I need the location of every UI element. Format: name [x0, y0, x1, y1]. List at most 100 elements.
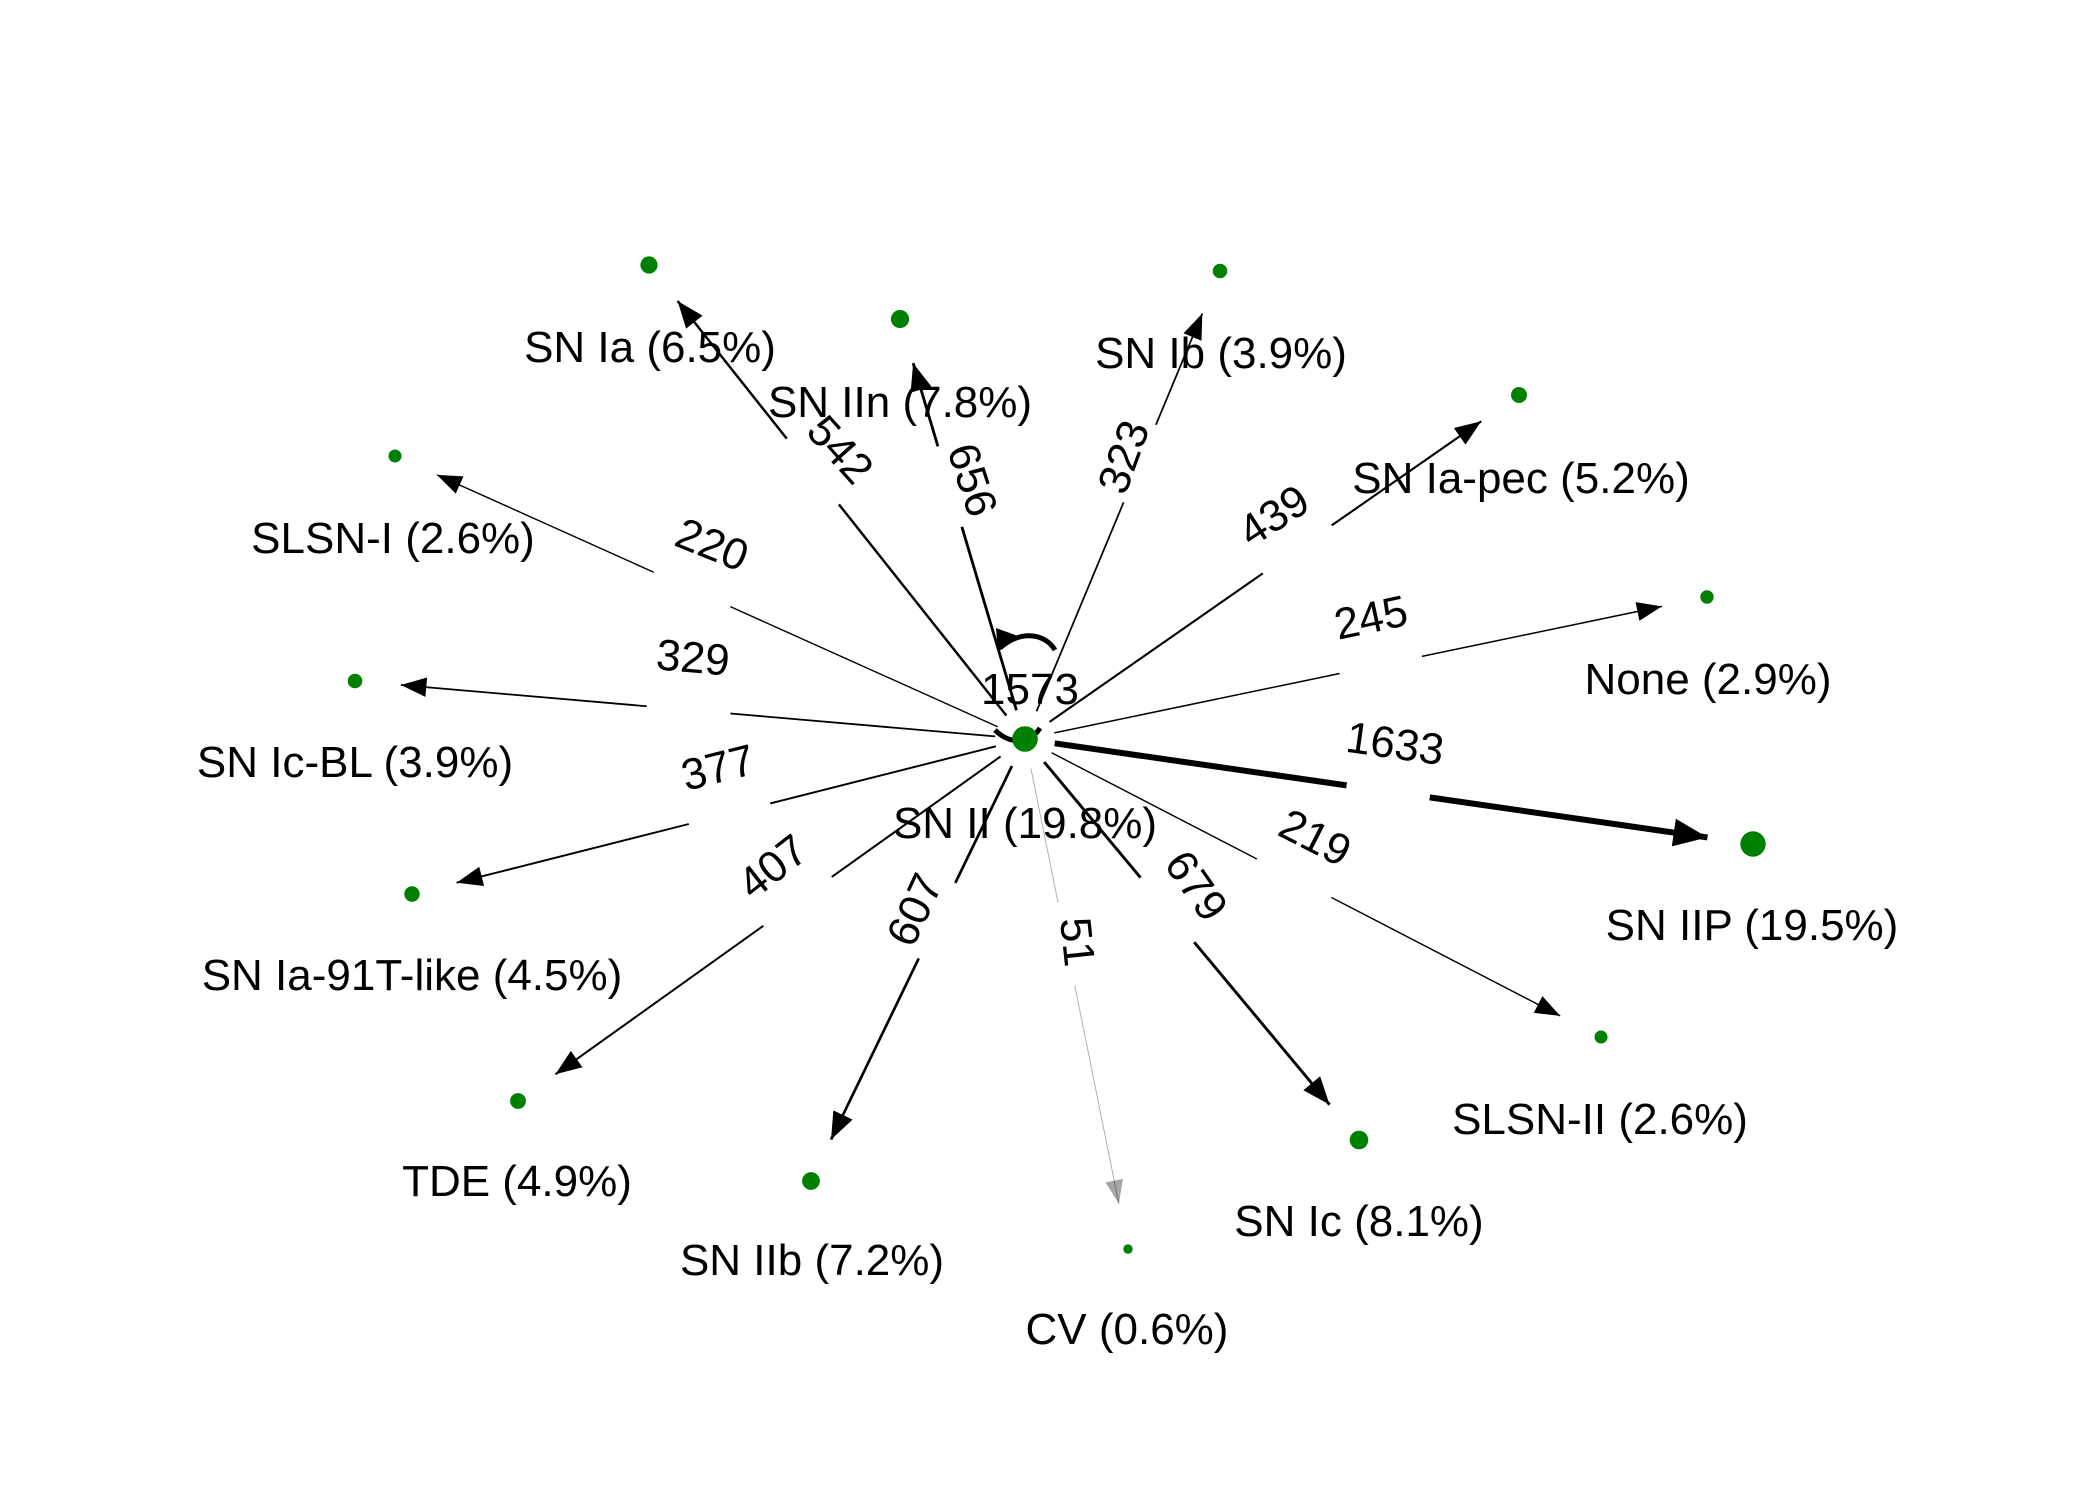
edge-count-label: 329 — [654, 630, 731, 685]
node-tde — [510, 1093, 526, 1109]
edge-arrowhead — [1671, 818, 1708, 847]
edge-line — [554, 924, 764, 1076]
edge-sn-ia-pec — [1049, 420, 1482, 723]
edge-arrowhead — [436, 474, 464, 494]
edge-sn-iip — [1054, 740, 1708, 847]
edge-arrowhead — [910, 363, 932, 393]
node-sn-iip — [1740, 831, 1766, 857]
edge-count-label: 407 — [729, 825, 817, 909]
edge-line — [730, 712, 996, 738]
edge-count-label: 220 — [669, 509, 755, 582]
node-label-tde: TDE (4.9%) — [402, 1157, 632, 1206]
node-label-sn-ii: SN II (19.8%) — [893, 799, 1157, 848]
edge-sn-ia-91t-like — [456, 745, 997, 887]
edge-arrowhead — [1303, 1076, 1330, 1105]
edge-arrowhead — [1635, 602, 1662, 621]
node-label-sn-iib: SN IIb (7.2%) — [680, 1236, 944, 1285]
edge-arrowhead — [1453, 421, 1482, 445]
edge-line — [829, 957, 920, 1141]
edge-count-label: 679 — [1155, 842, 1237, 930]
edge-line — [730, 605, 998, 728]
edge-line — [1049, 572, 1264, 723]
self-loop-count: 1573 — [981, 665, 1079, 714]
edge-line — [1043, 761, 1142, 879]
edge-line — [831, 755, 1002, 878]
node-none — [1700, 590, 1714, 604]
edge-count-label: 377 — [676, 735, 759, 800]
edge-line — [1074, 985, 1120, 1204]
node-sn-ic-bl — [347, 673, 363, 689]
edge-count-label: 323 — [1088, 414, 1159, 500]
edge-arrowhead — [1533, 996, 1561, 1016]
edge-tde — [554, 755, 1002, 1076]
edge-arrowhead — [1183, 313, 1203, 341]
edge-line — [400, 684, 647, 708]
edge-sn-ia — [676, 300, 1008, 717]
edge-none — [1054, 602, 1663, 734]
edge-slsn-i — [436, 474, 998, 728]
node-sn-ia-pec — [1511, 387, 1527, 403]
edge-count-label: 245 — [1330, 586, 1412, 649]
node-label-sn-ia-91t-like: SN Ia-91T-like (4.5%) — [202, 951, 623, 1000]
edge-sn-ib — [1035, 313, 1204, 712]
node-sn-iin — [890, 309, 910, 329]
edge-line — [837, 503, 1008, 717]
edge-arrowhead — [1105, 1178, 1123, 1204]
edge-arrowhead — [456, 866, 485, 887]
edges-layer — [400, 300, 1708, 1204]
edge-line — [456, 823, 690, 884]
node-label-sn-ic: SN Ic (8.1%) — [1234, 1197, 1483, 1246]
edge-line — [954, 765, 1014, 884]
edge-line — [1421, 605, 1663, 658]
edge-count-label: 51 — [1050, 915, 1104, 969]
edge-count-label: 219 — [1271, 800, 1359, 877]
edge-sn-ic-bl — [400, 677, 996, 738]
self-loop-arrowhead — [996, 628, 1018, 652]
edge-line — [1035, 502, 1125, 712]
edge-line — [1030, 768, 1059, 904]
node-sn-ii — [1012, 726, 1038, 752]
edge-line — [1429, 794, 1708, 841]
edge-sn-iib — [829, 765, 1014, 1141]
node-sn-ia — [640, 256, 658, 274]
node-labels-layer: SN II (19.8%) SN Ia (6.5%) SN IIn (7.8%) SN… — [197, 323, 1898, 1354]
edge-sn-iin — [910, 362, 1018, 711]
edge-line — [770, 745, 997, 805]
node-sn-ia-91t-like — [404, 886, 420, 902]
edge-line — [1331, 896, 1561, 1017]
node-label-sn-ia-pec: SN Ia-pec (5.2%) — [1352, 454, 1689, 503]
edge-line — [1054, 740, 1348, 789]
edge-cv — [1030, 768, 1123, 1204]
edge-line — [1193, 941, 1331, 1106]
edge-line — [1054, 672, 1340, 734]
edge-line — [676, 300, 788, 440]
node-slsn-ii — [1594, 1030, 1608, 1044]
node-slsn-i — [388, 449, 402, 463]
node-label-none: None (2.9%) — [1584, 655, 1831, 704]
node-label-slsn-ii: SLSN-II (2.6%) — [1452, 1095, 1748, 1144]
node-sn-iib — [802, 1172, 820, 1190]
node-label-cv: CV (0.6%) — [1026, 1305, 1229, 1354]
node-label-sn-ib: SN Ib (3.9%) — [1095, 329, 1347, 378]
node-label-sn-iin: SN IIn (7.8%) — [768, 378, 1032, 427]
node-cv — [1123, 1244, 1133, 1254]
edge-line — [960, 526, 1018, 711]
node-label-slsn-i: SLSN-I (2.6%) — [251, 514, 535, 563]
edge-arrowhead — [677, 301, 703, 329]
edge-arrowhead — [400, 677, 428, 697]
edge-line — [1051, 752, 1258, 860]
node-label-sn-iip: SN IIP (19.5%) — [1606, 901, 1899, 950]
edge-arrowhead — [831, 1110, 853, 1140]
edge-line — [1331, 420, 1482, 527]
edge-count-label: 607 — [877, 866, 952, 953]
edge-count-label: 439 — [1230, 475, 1318, 556]
node-label-sn-ic-bl: SN Ic-BL (3.9%) — [197, 738, 513, 787]
edge-sn-ic — [1043, 761, 1331, 1106]
edge-count-label: 656 — [937, 438, 1006, 523]
edge-arrowhead — [555, 1050, 583, 1075]
nodes-layer — [347, 256, 1766, 1254]
edge-count-label: 1633 — [1343, 713, 1447, 775]
node-sn-ib — [1212, 263, 1228, 279]
node-label-sn-ia: SN Ia (6.5%) — [524, 323, 776, 372]
